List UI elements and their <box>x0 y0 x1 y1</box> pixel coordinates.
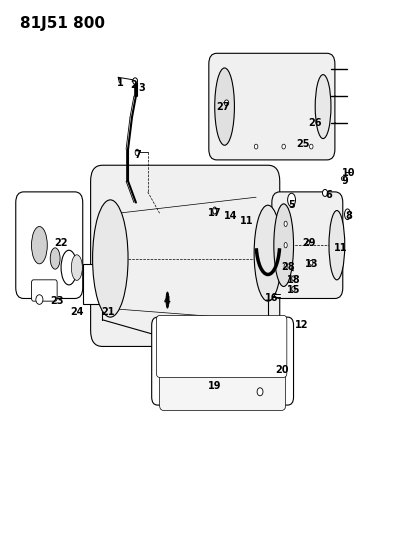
FancyBboxPatch shape <box>272 192 343 298</box>
Text: 9: 9 <box>341 176 348 186</box>
Ellipse shape <box>36 295 43 304</box>
Text: 12: 12 <box>295 320 308 330</box>
Ellipse shape <box>224 100 229 106</box>
Text: 19: 19 <box>208 382 221 391</box>
Text: 6: 6 <box>325 190 333 199</box>
Ellipse shape <box>307 240 310 245</box>
Text: 25: 25 <box>297 139 310 149</box>
Ellipse shape <box>292 276 296 280</box>
Ellipse shape <box>284 243 287 248</box>
Text: 1: 1 <box>117 78 124 87</box>
Ellipse shape <box>322 189 327 196</box>
Text: 11: 11 <box>240 216 253 226</box>
Ellipse shape <box>284 264 287 269</box>
Text: 27: 27 <box>216 102 229 111</box>
Ellipse shape <box>282 144 285 149</box>
Text: 28: 28 <box>281 262 294 271</box>
Ellipse shape <box>274 204 294 287</box>
Text: 23: 23 <box>50 296 64 306</box>
Ellipse shape <box>61 250 77 285</box>
Ellipse shape <box>329 211 345 280</box>
Text: 16: 16 <box>265 294 279 303</box>
Ellipse shape <box>135 149 139 156</box>
Ellipse shape <box>315 75 331 139</box>
Ellipse shape <box>32 227 47 264</box>
Ellipse shape <box>292 287 296 291</box>
Ellipse shape <box>257 388 263 395</box>
FancyBboxPatch shape <box>16 192 83 298</box>
FancyArrowPatch shape <box>334 95 335 96</box>
Text: 13: 13 <box>305 259 318 269</box>
Ellipse shape <box>254 205 282 301</box>
Ellipse shape <box>309 144 313 149</box>
FancyBboxPatch shape <box>32 280 57 301</box>
FancyBboxPatch shape <box>156 316 287 377</box>
Ellipse shape <box>71 255 82 280</box>
Text: 17: 17 <box>208 208 221 218</box>
Text: 2: 2 <box>130 80 138 90</box>
Text: 21: 21 <box>102 307 115 317</box>
Text: 26: 26 <box>309 118 322 127</box>
Ellipse shape <box>213 207 217 214</box>
FancyArrowPatch shape <box>334 122 335 123</box>
Text: 14: 14 <box>224 211 237 221</box>
Ellipse shape <box>166 292 169 308</box>
Ellipse shape <box>215 68 234 145</box>
FancyBboxPatch shape <box>209 53 335 160</box>
Text: 11: 11 <box>334 243 348 253</box>
Text: 7: 7 <box>134 150 141 159</box>
Text: 18: 18 <box>287 275 300 285</box>
Ellipse shape <box>344 209 350 220</box>
Ellipse shape <box>255 144 258 149</box>
Text: 24: 24 <box>70 307 84 317</box>
Text: 4: 4 <box>164 296 171 306</box>
Text: 8: 8 <box>345 211 352 221</box>
Text: 5: 5 <box>288 200 295 210</box>
Ellipse shape <box>341 177 344 180</box>
Bar <box>83 264 106 304</box>
Ellipse shape <box>309 260 313 265</box>
Text: 81J51 800: 81J51 800 <box>20 16 105 31</box>
FancyBboxPatch shape <box>160 336 286 410</box>
Text: 29: 29 <box>303 238 316 247</box>
Text: 22: 22 <box>54 238 68 247</box>
Ellipse shape <box>50 248 60 269</box>
Ellipse shape <box>133 78 138 84</box>
Text: 10: 10 <box>342 168 355 178</box>
Text: 3: 3 <box>138 83 145 93</box>
Ellipse shape <box>93 200 128 317</box>
Ellipse shape <box>284 221 287 227</box>
Text: 15: 15 <box>287 286 300 295</box>
Ellipse shape <box>288 193 296 207</box>
FancyBboxPatch shape <box>152 317 294 405</box>
FancyBboxPatch shape <box>91 165 280 346</box>
Text: 20: 20 <box>275 366 288 375</box>
